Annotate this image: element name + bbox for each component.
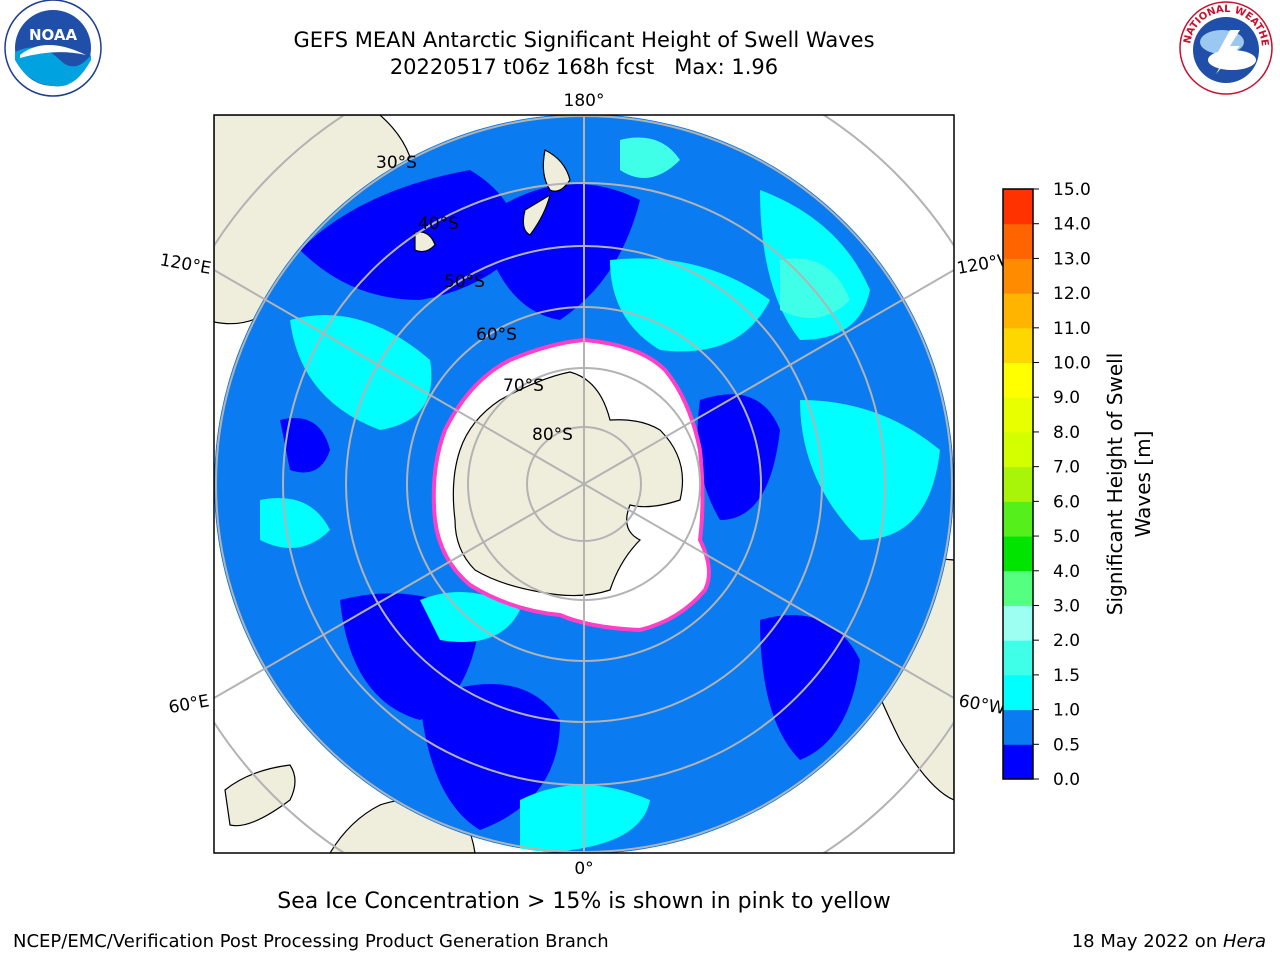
colorbar-swatch — [1003, 362, 1033, 398]
lat-label-70s: 70°S — [503, 376, 544, 396]
colorbar-tick-label: 11.0 — [1053, 319, 1091, 339]
colorbar-label-line2: Waves [m] — [1131, 431, 1155, 538]
colorbar-tick-label: 12.0 — [1053, 284, 1091, 304]
chart-title: GEFS MEAN Antarctic Significant Height o… — [293, 28, 875, 52]
footer-date-text: 18 May 2022 on — [1071, 931, 1223, 952]
colorbar-label-line1: Significant Height of Swell — [1103, 353, 1127, 615]
swell-1.5-2 — [620, 137, 850, 318]
colorbar-tick-label: 1.0 — [1053, 701, 1080, 721]
colorbar-swatch — [1003, 466, 1033, 502]
colorbar-swatch — [1003, 570, 1033, 606]
colorbar-tick-label: 9.0 — [1053, 388, 1080, 408]
colorbar-tick-label: 15.0 — [1053, 180, 1091, 200]
map-panel: 30°S 40°S 50°S 60°S 70°S 80°S — [214, 115, 954, 853]
colorbar-swatch — [1003, 397, 1033, 433]
colorbar-tick-label: 1.5 — [1053, 666, 1080, 686]
colorbar-swatch — [1003, 536, 1033, 572]
sea-ice-note: Sea Ice Concentration > 15% is shown in … — [277, 889, 891, 914]
colorbar-tick-label: 3.0 — [1053, 596, 1080, 616]
lon-label-120e: 120°E — [158, 250, 212, 279]
lat-label-60s: 60°S — [476, 325, 517, 345]
noaa-logo-text: NOAA — [29, 26, 78, 44]
land-new-zealand — [522, 149, 571, 236]
map-frame — [213, 114, 955, 854]
colorbar-tick-label: 7.0 — [1053, 458, 1080, 478]
lat-label-50s: 50°S — [444, 272, 485, 292]
lon-label-60w: 60°W — [957, 691, 1007, 719]
colorbar-tick-label: 2.0 — [1053, 631, 1080, 651]
colorbar-swatch — [1003, 501, 1033, 537]
colorbar-tick-label: 8.0 — [1053, 423, 1080, 443]
noaa-logo: NOAA — [4, 0, 102, 97]
lat-label-40s: 40°S — [418, 214, 459, 234]
colorbar-swatch — [1003, 744, 1033, 780]
colorbar-swatch — [1003, 258, 1033, 294]
colorbar-swatch — [1003, 709, 1033, 745]
colorbar-swatch — [1003, 640, 1033, 676]
lon-label-60e: 60°E — [167, 691, 211, 718]
colorbar-swatch — [1003, 189, 1033, 225]
lon-label-180: 180° — [564, 91, 605, 111]
footer-branch: NCEP/EMC/Verification Post Processing Pr… — [13, 931, 609, 952]
graticule — [214, 115, 954, 853]
colorbar-tick-label: 5.0 — [1053, 527, 1080, 547]
colorbar-tick-label: 0.0 — [1053, 770, 1080, 790]
chart-subtitle: 20220517 t06z 168h fcst Max: 1.96 — [389, 55, 779, 79]
colorbar-tick-label: 14.0 — [1053, 215, 1091, 235]
colorbar-tick-label: 13.0 — [1053, 249, 1091, 269]
colorbar: 0.0 0.5 1.0 1.5 2.0 3.0 4.0 5.0 6.0 7.0 8.0 9.0 10.0… — [1002, 180, 1091, 790]
colorbar-tick-label: 0.5 — [1053, 735, 1080, 755]
colorbar-frame — [1002, 188, 1034, 780]
colorbar-tick-label: 6.0 — [1053, 492, 1080, 512]
land-antarctica — [452, 371, 684, 597]
colorbar-tick-label: 10.0 — [1053, 354, 1091, 374]
colorbar-swatch — [1003, 674, 1033, 711]
lon-label-0: 0° — [574, 859, 593, 879]
colorbar-swatch — [1003, 223, 1033, 259]
footer-machine: Hera — [1222, 931, 1266, 952]
lat-label-80s: 80°S — [532, 425, 573, 445]
colorbar-tick-label: 4.0 — [1053, 562, 1080, 582]
colorbar-swatch — [1003, 293, 1033, 329]
colorbar-swatch — [1003, 327, 1033, 364]
footer-date: 18 May 2022 on Hera — [1072, 931, 1266, 952]
lat-label-30s: 30°S — [376, 153, 417, 173]
land-tasmania — [414, 231, 436, 253]
colorbar-swatch — [1003, 605, 1033, 641]
colorbar-swatch — [1003, 431, 1033, 468]
